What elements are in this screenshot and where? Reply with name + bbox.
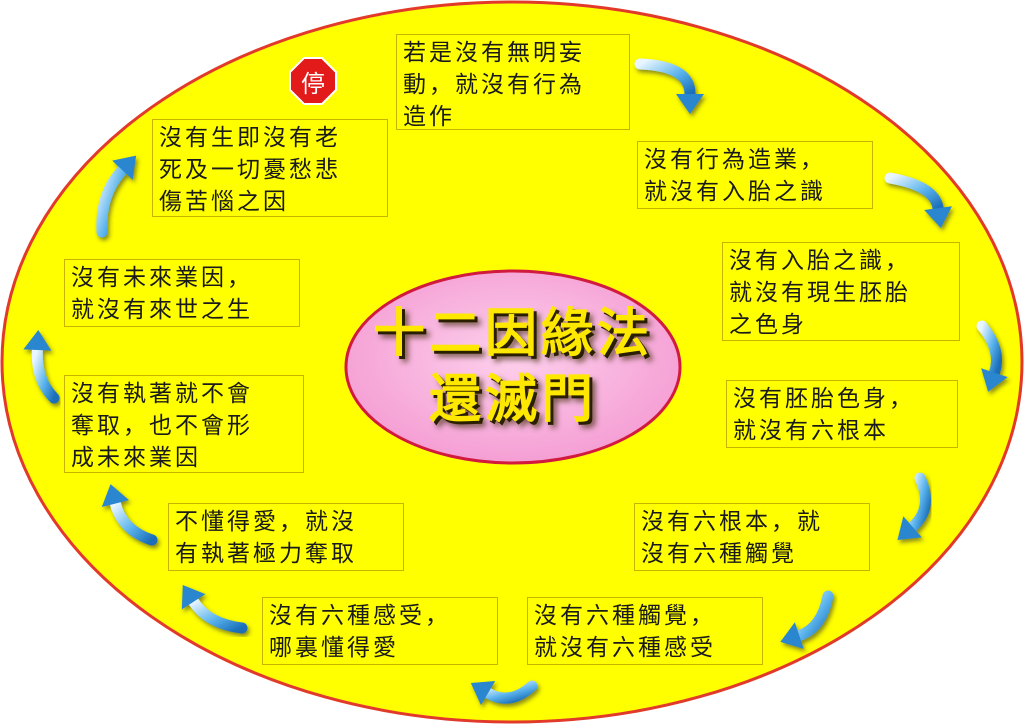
step-box-5: 沒有六根本，就 沒有六種觸覺 <box>634 503 870 571</box>
step-box-line: 沒有執著就不會 <box>71 381 253 407</box>
step-box-line: 沒有未來業因， <box>71 265 253 291</box>
arrow-shaft <box>793 590 834 642</box>
arrow-head <box>23 330 52 351</box>
step-box-line: 就沒有六根本 <box>733 418 889 444</box>
arrow-shaft <box>188 596 248 634</box>
step-box-line: 沒有入胎之識， <box>729 248 911 274</box>
step-box-line: 傷苦惱之因 <box>159 189 289 215</box>
step-box-line: 哪裏懂得愛 <box>269 635 399 661</box>
title-line-1: 十二因緣法 <box>372 303 653 364</box>
arrow-head <box>780 622 804 649</box>
center-title: 十二因緣法 還滅門 <box>346 272 680 462</box>
step-box-line: 死及一切憂愁悲 <box>159 157 341 183</box>
step-box-line: 有執著極力奪取 <box>175 541 357 567</box>
arrow-head <box>470 681 496 706</box>
step-box-line: 造作 <box>403 104 455 130</box>
step-box-line: 就沒有入胎之識 <box>644 179 826 205</box>
arrow-shaft <box>96 164 128 238</box>
arrow-to-box-2 <box>634 58 704 114</box>
step-box-line: 動，就沒有行為 <box>403 72 585 98</box>
arrow-to-box-8 <box>181 584 248 634</box>
arrow-shaft <box>482 680 538 704</box>
stop-sign-label: 停 <box>301 69 325 98</box>
step-box-line: 奪取，也不會形 <box>71 413 253 439</box>
step-box-10: 沒有未來業因， 就沒有來世之生 <box>64 259 300 327</box>
step-box-11: 沒有生即沒有老 死及一切憂愁悲 傷苦惱之因 <box>152 119 388 217</box>
arrow-to-box-5 <box>897 472 932 540</box>
step-box-line: 沒有六根本，就 <box>641 509 823 535</box>
title-line-2: 還滅門 <box>428 369 597 430</box>
step-box-line: 沒有六種觸覺， <box>534 603 716 629</box>
arrow-to-box-3 <box>884 172 952 228</box>
arrow-to-box-9 <box>101 484 158 546</box>
step-box-line: 之色身 <box>729 312 807 338</box>
arrow-head <box>981 368 1008 392</box>
arrow-head <box>676 94 704 114</box>
step-box-line: 不懂得愛，就沒 <box>175 509 357 535</box>
step-box-line: 沒有六種觸覺 <box>641 541 797 567</box>
step-box-1: 若是沒有無明妄 動，就沒有行為 造作 <box>396 34 630 130</box>
arrow-shaft <box>31 344 60 404</box>
step-box-line: 沒有六種感受， <box>269 603 451 629</box>
step-box-line: 若是沒有無明妄 <box>403 40 585 66</box>
step-box-6: 沒有六種觸覺， 就沒有六種感受 <box>527 597 763 665</box>
step-box-line: 沒有生即沒有老 <box>159 125 341 151</box>
step-box-line: 成未來業因 <box>71 445 201 471</box>
arrow-shaft <box>884 172 944 214</box>
step-box-line: 就沒有六種感受 <box>534 635 716 661</box>
step-box-line: 沒有行為造業， <box>644 147 826 173</box>
step-box-line: 就沒有來世之生 <box>71 297 253 323</box>
arrow-head <box>924 206 952 228</box>
arrows-group <box>23 58 1008 706</box>
arrow-shaft <box>634 58 696 100</box>
arrow-head <box>112 155 137 180</box>
step-box-9: 沒有執著就不會 奪取，也不會形 成未來業因 <box>64 375 304 473</box>
step-box-4: 沒有胚胎色身， 就沒有六根本 <box>726 380 958 448</box>
arrow-to-box-4 <box>976 320 1008 392</box>
step-box-2: 沒有行為造業， 就沒有入胎之識 <box>637 141 873 209</box>
step-box-8: 不懂得愛，就沒 有執著極力奪取 <box>168 503 404 571</box>
arrow-to-box-10 <box>23 330 60 404</box>
arrow-shaft <box>907 472 932 533</box>
arrow-shaft <box>976 320 1002 379</box>
arrow-head <box>181 584 206 610</box>
arrow-to-box-6 <box>780 590 834 649</box>
step-box-line: 就沒有現生胚胎 <box>729 280 911 306</box>
step-box-7: 沒有六種感受， 哪裏懂得愛 <box>262 597 498 665</box>
arrow-to-box-11 <box>96 155 137 238</box>
step-box-line: 沒有胚胎色身， <box>733 386 915 412</box>
arrow-head <box>101 484 129 507</box>
center-ellipse <box>344 269 682 465</box>
arrow-shaft <box>109 498 158 546</box>
arrow-head <box>897 516 922 540</box>
step-box-3: 沒有入胎之識， 就沒有現生胚胎 之色身 <box>722 242 960 341</box>
arrow-to-box-7 <box>470 680 538 706</box>
